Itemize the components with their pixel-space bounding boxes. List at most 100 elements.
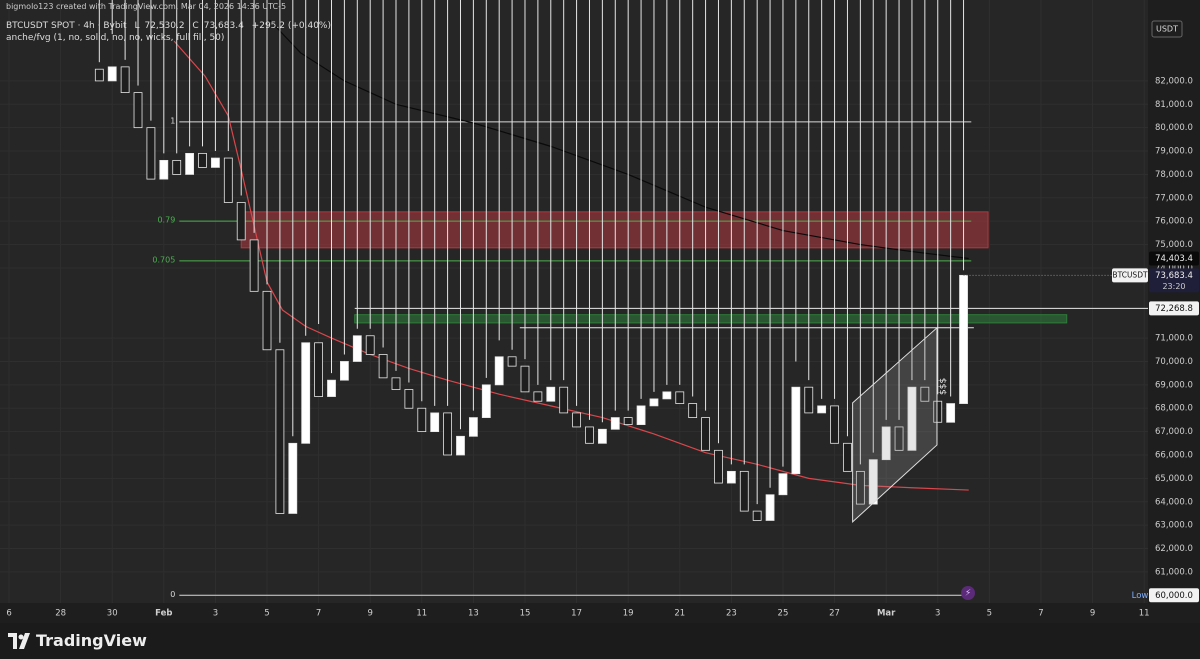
- candle-body: [288, 442, 298, 514]
- candle-body: [223, 157, 233, 203]
- candle-body: [236, 202, 246, 241]
- price-label-box: [1149, 301, 1199, 316]
- y-tick-label: 75,000.0: [1155, 240, 1193, 250]
- fib-label: 0.705: [152, 255, 175, 264]
- x-tick-label: 9: [367, 609, 372, 619]
- ohlc-key: L: [134, 21, 140, 31]
- candle-body: [185, 152, 195, 175]
- currency-box: [1151, 20, 1183, 38]
- x-tick-label: 28: [55, 609, 66, 619]
- candle-body: [701, 417, 710, 451]
- candle-body: [262, 290, 272, 351]
- candle-body: [636, 405, 646, 426]
- candle-body: [726, 470, 736, 484]
- y-tick-label: 79,000.0: [1155, 147, 1193, 157]
- candle-body: [133, 92, 143, 129]
- candle-body: [443, 412, 452, 456]
- event-icon[interactable]: [961, 586, 975, 600]
- x-tick-label: Feb: [155, 609, 172, 619]
- channel-label: $$$: [938, 378, 948, 395]
- candle-body: [120, 66, 130, 93]
- price-zone: [354, 314, 1068, 324]
- candle-body: [404, 389, 414, 409]
- event-icon-glyph: ⚡: [965, 589, 971, 599]
- candle-body: [714, 449, 723, 484]
- candle-body: [752, 510, 762, 521]
- candle-body: [559, 386, 569, 414]
- candle-body: [94, 68, 104, 82]
- candle-body: [327, 379, 336, 397]
- currency: USDT: [1156, 25, 1178, 34]
- x-tick-label: 11: [1139, 609, 1150, 619]
- price-label: 72,268.8: [1155, 304, 1193, 314]
- candle-body: [572, 412, 581, 428]
- y-tick-label: 71,000.0: [1155, 334, 1193, 344]
- candle-body: [507, 356, 517, 367]
- plot-background: [0, 0, 1148, 603]
- x-tick-label: 7: [1038, 609, 1043, 619]
- candle-body: [391, 377, 401, 390]
- x-tick-label: 3: [935, 609, 940, 619]
- price-zone: [240, 211, 989, 249]
- candle-body: [830, 405, 839, 444]
- ohlc-key: C: [192, 21, 199, 31]
- candle-body: [778, 473, 788, 496]
- y-tick-label: 70,000.0: [1155, 357, 1193, 367]
- y-tick-label: 63,000.0: [1155, 521, 1193, 531]
- candle-body: [352, 335, 362, 362]
- candle-body: [649, 398, 659, 407]
- x-tick-label: 7: [316, 609, 321, 619]
- y-tick-label: 77,000.0: [1155, 193, 1193, 203]
- candle-body: [378, 354, 388, 379]
- y-tick-label: 64,000.0: [1155, 497, 1193, 507]
- legend-line: BTCUSDT SPOT · 4h · Bybit L 72,530.2 C 73,…: [6, 21, 336, 31]
- candle-body: [894, 426, 904, 451]
- candle-body: [585, 426, 594, 444]
- candle-body: [211, 157, 220, 168]
- candle-body: [907, 386, 917, 451]
- x-tick-label: 15: [520, 609, 531, 619]
- candle-body: [417, 407, 427, 433]
- x-tick-label: 23: [726, 609, 737, 619]
- low-label: 60,000.0: [1155, 591, 1193, 601]
- candle-body: [481, 384, 491, 418]
- candle-body: [430, 412, 440, 433]
- y-tick-label: 81,000.0: [1155, 100, 1193, 110]
- y-tick-label: 65,000.0: [1155, 474, 1193, 484]
- candle-body: [339, 361, 349, 381]
- candle-body: [946, 403, 956, 423]
- candle-body: [688, 403, 698, 418]
- candle-body: [546, 386, 556, 402]
- x-tick-label: 19: [623, 609, 634, 619]
- candle-body: [456, 435, 465, 456]
- candle-body: [623, 417, 633, 426]
- candle-body: [765, 494, 775, 521]
- candle-body: [804, 386, 814, 414]
- y-tick-label: 69,000.0: [1155, 380, 1193, 390]
- candle-body: [198, 152, 207, 168]
- fib-label: 1: [170, 116, 175, 125]
- candle-body: [881, 426, 891, 461]
- symbol-box: [1112, 268, 1148, 283]
- time-axis: [0, 603, 1148, 623]
- price-label: 74,403.4: [1155, 254, 1193, 264]
- candle-body: [817, 405, 827, 414]
- ohlc-value: 73,683.4: [203, 21, 244, 31]
- candle-body: [533, 391, 543, 402]
- candle-body: [675, 391, 685, 404]
- y-tick-label: 76,000.0: [1155, 217, 1193, 227]
- x-tick-label: 27: [829, 609, 840, 619]
- ohlc-value: 72,530.2: [144, 21, 185, 31]
- y-tick-label: 62,000.0: [1155, 544, 1193, 554]
- low-tag: Low: [1132, 591, 1149, 601]
- symbol[interactable]: BTCUSDT SPOT · 4h · Bybit: [6, 21, 127, 31]
- indicator-legend[interactable]: anche/fvg (1, no, solid, no, no, wicks, …: [6, 33, 225, 43]
- candle-body: [275, 349, 285, 514]
- candle-body: [933, 400, 943, 423]
- candle-body: [791, 386, 801, 475]
- y-tick-label: 82,000.0: [1155, 76, 1193, 86]
- brand[interactable]: TradingView: [36, 631, 147, 650]
- candle-body: [494, 356, 504, 386]
- x-tick-label: 17: [571, 609, 582, 619]
